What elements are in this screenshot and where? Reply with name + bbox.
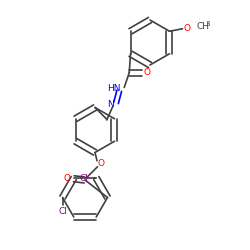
- Text: O: O: [143, 68, 150, 77]
- Text: O: O: [63, 174, 70, 183]
- Text: O: O: [183, 24, 190, 33]
- Text: N: N: [108, 100, 114, 110]
- Text: 3: 3: [206, 22, 210, 28]
- Text: HN: HN: [107, 84, 120, 93]
- Text: Cl: Cl: [58, 208, 67, 216]
- Text: Cl: Cl: [80, 174, 89, 182]
- Text: O: O: [98, 159, 104, 168]
- Text: CH: CH: [196, 22, 209, 31]
